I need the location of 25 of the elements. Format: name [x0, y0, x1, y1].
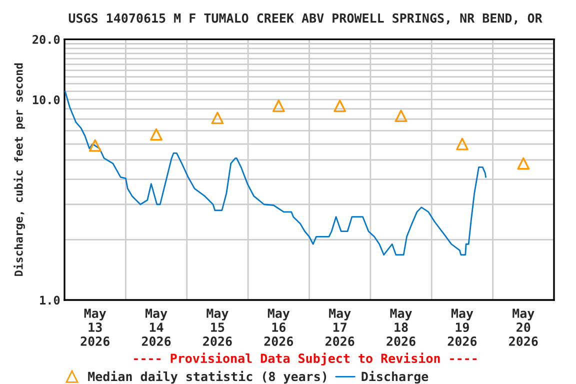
legend-label: Median daily statistic (8 years): [88, 370, 326, 384]
point: [456, 138, 468, 150]
y-tick-label: 1.0: [40, 296, 60, 305]
x-tick-label: May 17 2026: [326, 308, 354, 346]
x-tick-label: May 20 2026: [509, 308, 538, 346]
x-tick-label: May 18 2026: [386, 308, 416, 346]
x-tick-label: May 15 2026: [203, 308, 232, 346]
point: [334, 100, 346, 112]
y-tick-label: 20.0: [32, 35, 60, 44]
x-tick-label: May 13 2026: [80, 308, 110, 346]
y-tick-label: 10.0: [33, 95, 60, 104]
x-tick-label: May 14 2026: [142, 308, 171, 346]
x-tick-label: May 16 2026: [264, 308, 294, 346]
point: [88, 139, 102, 152]
y-axis-title: Discharge, cubic feet per second: [14, 63, 25, 276]
point: [211, 112, 224, 124]
legend-label: Discharge: [362, 370, 428, 384]
x-tick-label: May 19 2026: [448, 308, 477, 346]
text: ---- Provisional Data Subject to Revision ----: [134, 352, 477, 366]
line-series: [64, 90, 486, 256]
chart-title: USGS 14070615 M F TUMALO CREEK ABV PROWELL SPRINGS, NR BEND, OR: [68, 13, 542, 24]
point: [394, 110, 408, 122]
point: [150, 128, 163, 141]
point: [517, 157, 530, 170]
point: [272, 100, 285, 112]
